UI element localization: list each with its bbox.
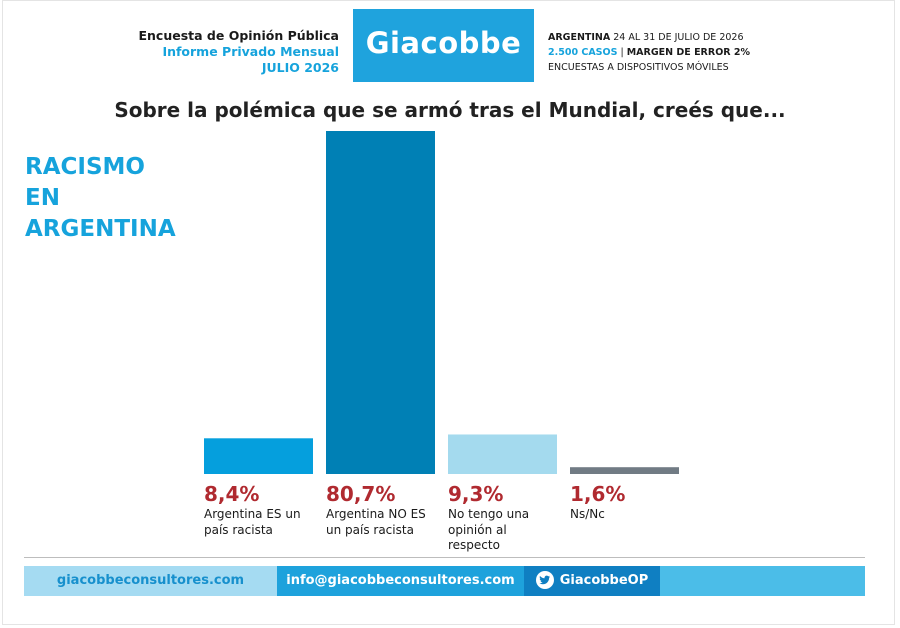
topic-line-1: RACISMO bbox=[25, 154, 145, 180]
fieldwork-dates: 24 AL 31 DE JULIO DE 2026 bbox=[613, 32, 744, 43]
value-label-3: 9,3% bbox=[448, 482, 504, 506]
value-label-4: 1,6% bbox=[570, 482, 626, 506]
report-subtitle: Informe Privado Mensual bbox=[162, 44, 339, 59]
category-label-4: 1,6% Ns/Nc bbox=[570, 482, 680, 523]
topic-title: RACISMO EN ARGENTINA bbox=[25, 152, 176, 245]
twitter-handle: GiacobbeOP bbox=[559, 573, 649, 588]
website-link[interactable]: giacobbeconsultores.com bbox=[24, 566, 277, 596]
category-text-1: Argentina ES un país racista bbox=[204, 507, 301, 537]
sample-line: 2.500 CASOS | MARGEN DE ERROR 2% bbox=[548, 45, 750, 60]
brand-logo: Giacobbe bbox=[353, 9, 534, 82]
country: ARGENTINA bbox=[548, 32, 611, 43]
bar-1 bbox=[204, 438, 313, 474]
category-text-4: Ns/Nc bbox=[570, 507, 605, 521]
category-text-2: Argentina NO ES un país racista bbox=[326, 507, 426, 537]
footer: giacobbeconsultores.com info@giacobbecon… bbox=[24, 566, 865, 596]
survey-details: ARGENTINA 24 AL 31 DE JULIO DE 2026 2.50… bbox=[548, 30, 750, 75]
value-label-1: 8,4% bbox=[204, 482, 260, 506]
email-link[interactable]: info@giacobbeconsultores.com bbox=[277, 566, 524, 596]
topic-line-3: ARGENTINA bbox=[25, 216, 176, 242]
brand-name: Giacobbe bbox=[365, 26, 522, 60]
twitter-link[interactable]: GiacobbeOP bbox=[524, 566, 660, 596]
category-label-1: 8,4% Argentina ES un país racista bbox=[204, 482, 314, 538]
twitter-bird-icon bbox=[535, 570, 554, 589]
fieldwork-line: ARGENTINA 24 AL 31 DE JULIO DE 2026 bbox=[548, 30, 750, 45]
sample-size: 2.500 CASOS bbox=[548, 47, 618, 58]
report-date: JULIO 2026 bbox=[261, 60, 339, 75]
category-text-3: No tengo una opinión al respecto bbox=[448, 507, 530, 552]
category-label-3: 9,3% No tengo una opinión al respecto bbox=[448, 482, 558, 554]
category-label-2: 80,7% Argentina NO ES un país racista bbox=[326, 482, 436, 538]
bar-3 bbox=[448, 434, 557, 474]
separator: | bbox=[620, 47, 624, 58]
question-title: Sobre la polémica que se armó tras el Mu… bbox=[114, 98, 786, 122]
survey-method: ENCUESTAS A DISPOSITIVOS MÓVILES bbox=[548, 62, 729, 73]
survey-title: Encuesta de Opinión Pública bbox=[138, 28, 339, 43]
bar-4 bbox=[570, 467, 679, 474]
topic-line-2: EN bbox=[25, 185, 60, 211]
divider bbox=[24, 557, 865, 558]
report-header: Encuesta de Opinión Pública Informe Priv… bbox=[138, 28, 339, 76]
bar-2 bbox=[326, 131, 435, 474]
error-margin: MARGEN DE ERROR 2% bbox=[626, 47, 751, 58]
value-label-2: 80,7% bbox=[326, 482, 396, 506]
